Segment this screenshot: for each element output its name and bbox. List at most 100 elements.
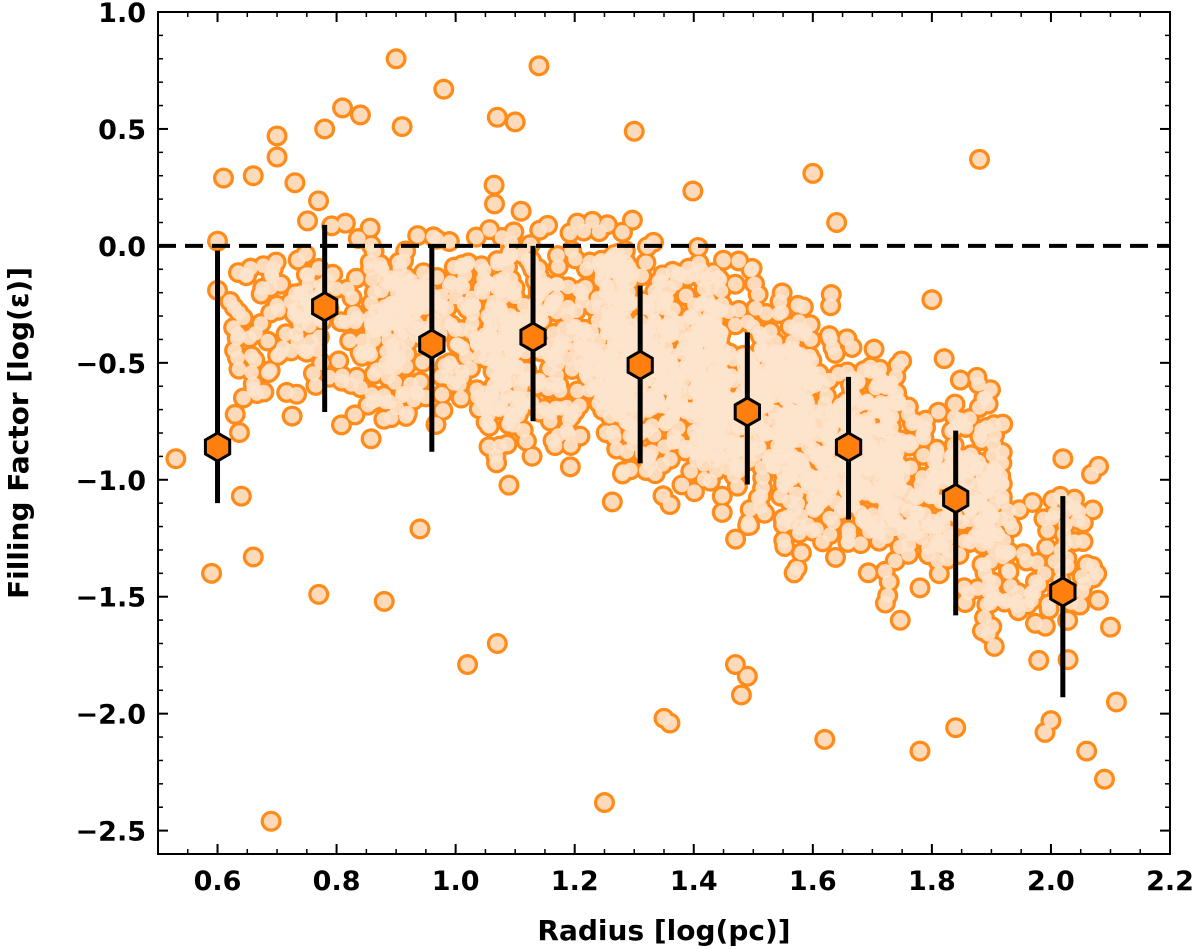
scatter-point	[410, 228, 425, 243]
scatter-point	[902, 438, 917, 454]
scatter-point	[611, 407, 627, 423]
scatter-point	[819, 388, 834, 404]
scatter-point	[623, 462, 638, 477]
scatter-point	[918, 420, 933, 435]
scatter-point	[550, 248, 565, 263]
scatter-point	[884, 420, 899, 435]
scatter-point	[740, 669, 755, 684]
scatter-point	[685, 183, 701, 199]
scatter-point	[801, 475, 816, 491]
scatter-point	[243, 260, 258, 276]
scatter-point	[916, 448, 931, 463]
scatter-point	[674, 398, 689, 413]
scatter-point	[740, 518, 755, 533]
scatter-point	[615, 224, 630, 240]
scatter-point	[560, 307, 575, 323]
scatter-point	[688, 357, 704, 372]
scatter-point	[958, 420, 974, 435]
scatter-point	[1047, 554, 1063, 569]
scatter-point	[936, 351, 952, 366]
scatter-point	[1085, 559, 1100, 574]
scatter-point	[962, 535, 978, 550]
scatter-point	[987, 427, 1002, 443]
scatter-point	[391, 254, 407, 270]
scatter-point	[858, 516, 874, 531]
scatter-point	[912, 580, 928, 596]
scatter-point	[828, 550, 843, 565]
scatter-point	[757, 506, 772, 521]
scatter-point	[572, 428, 588, 444]
scatter-point	[1036, 511, 1052, 526]
scatter-point	[687, 308, 703, 324]
scatter-point	[460, 657, 475, 672]
scatter-point	[454, 322, 469, 337]
scatter-point	[532, 222, 547, 238]
scatter-point	[829, 215, 844, 230]
scatter-point	[244, 365, 259, 380]
scatter-point	[778, 392, 793, 407]
scatter-point	[338, 215, 353, 231]
scatter-point	[398, 269, 414, 284]
scatter-point	[996, 533, 1012, 548]
scatter-point	[747, 361, 763, 377]
scatter-point	[246, 168, 261, 183]
scatter-point	[734, 687, 749, 703]
scatter-point	[662, 715, 678, 731]
scatter-point	[823, 298, 838, 313]
scatter-point	[230, 350, 245, 366]
scatter-point	[364, 296, 379, 311]
scatter-point	[983, 595, 998, 611]
scatter-point	[1031, 653, 1046, 668]
scatter-point	[691, 377, 707, 393]
scatter-point	[465, 290, 480, 306]
scatter-point	[234, 488, 249, 504]
scatter-point	[981, 503, 996, 518]
scatter-point	[714, 351, 730, 366]
scatter-point	[502, 245, 518, 260]
scatter-point	[900, 519, 915, 534]
scatter-point	[260, 333, 275, 349]
scatter-point	[826, 515, 841, 530]
scatter-point	[1039, 540, 1054, 555]
scatter-point	[551, 428, 566, 443]
scatter-point	[731, 253, 746, 269]
scatter-point	[805, 166, 821, 181]
scatter-point	[395, 386, 410, 401]
y-tick-label: −0.5	[76, 349, 146, 380]
scatter-point	[549, 290, 564, 306]
scatter-point	[531, 58, 547, 73]
scatter-point	[712, 332, 727, 347]
scatter-point	[498, 351, 514, 367]
scatter-point	[481, 418, 496, 433]
scatter-point	[925, 482, 940, 497]
scatter-point	[970, 581, 985, 596]
scatter-point	[290, 252, 306, 268]
scatter-point	[947, 410, 962, 425]
scatter-point	[1055, 451, 1071, 466]
scatter-point	[571, 283, 587, 298]
scatter-point	[284, 408, 300, 424]
x-tick-label: 1.2	[551, 866, 599, 897]
scatter-point	[289, 387, 304, 402]
x-tick-label: 1.8	[908, 866, 956, 897]
x-tick-label: 1.0	[432, 866, 480, 897]
scatter-point	[841, 527, 857, 543]
scatter-point	[469, 229, 484, 245]
x-tick-label: 0.8	[313, 866, 361, 897]
scatter-point	[350, 310, 365, 326]
median-marker	[942, 482, 970, 515]
scatter-point	[573, 339, 589, 354]
scatter-point	[783, 465, 798, 480]
scatter-point	[969, 370, 985, 385]
scatter-point	[942, 525, 957, 541]
scatter-point	[353, 107, 368, 123]
scatter-point	[995, 445, 1010, 460]
scatter-point	[974, 422, 989, 438]
scatter-point	[716, 253, 731, 268]
scatter-point	[605, 294, 620, 309]
scatter-point	[507, 280, 523, 295]
scatter-point	[390, 285, 405, 301]
scatter-point	[805, 523, 820, 539]
scatter-point	[506, 224, 522, 240]
scatter-point	[798, 364, 813, 380]
